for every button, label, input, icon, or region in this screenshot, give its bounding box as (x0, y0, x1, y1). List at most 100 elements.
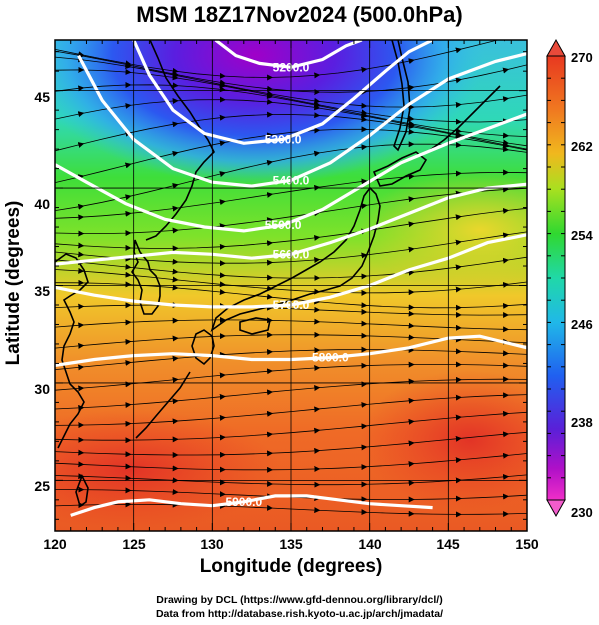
wind-arrow (266, 191, 274, 198)
y-tick-label: 45 (34, 89, 50, 105)
wind-arrow (408, 84, 415, 91)
wind-arrow (266, 217, 274, 224)
colorbar-tick-label: 238 (571, 415, 593, 430)
colorbar-max-arrow (546, 38, 566, 57)
x-axis-tick-labels: 120 125 130 135 140 145 150 (43, 536, 539, 552)
wind-arrow (502, 40, 510, 42)
wind-arrow (172, 121, 179, 128)
wind-arrow (125, 210, 132, 217)
wind-arrow (219, 288, 226, 295)
wind-arrow (408, 196, 415, 203)
wind-arrow (502, 146, 510, 153)
y-tick-label: 25 (34, 478, 50, 494)
wind-arrow (77, 203, 85, 210)
wind-arrow (502, 257, 510, 264)
wind-arrow (313, 150, 321, 157)
y-tick-label: 35 (34, 283, 50, 299)
wind-arrow (455, 47, 462, 54)
coastline-sakhalin (391, 40, 411, 152)
contour-line (55, 334, 527, 367)
colorbar-tick-labels: 270 262 254 246 238 230 (571, 50, 593, 520)
wind-arrow (455, 435, 462, 442)
wind-arrow (313, 101, 321, 107)
coastline-taiwan (75, 474, 89, 508)
data-source-credit: Data from http://database.rish.kyoto-u.a… (155, 608, 444, 620)
wind-arrow (361, 109, 368, 116)
wind-arrow (172, 205, 179, 212)
contour-line (132, 40, 434, 145)
coastline-kyushu (191, 329, 215, 366)
x-axis-label: Longitude (degrees) (199, 556, 383, 577)
wind-arrow (219, 199, 226, 206)
wind-arrow (408, 115, 415, 122)
wind-arrow (502, 207, 510, 214)
wind-arrow (313, 234, 321, 241)
wind-arrow (408, 418, 415, 425)
wind-arrow (502, 232, 510, 239)
x-tick-label: 140 (358, 536, 382, 552)
wind-arrow (77, 142, 85, 148)
wind-arrow (77, 51, 85, 58)
wind-arrow (124, 194, 132, 201)
wind-arrow (125, 263, 132, 270)
wind-arrow (124, 162, 132, 169)
wind-arrow (266, 132, 274, 139)
y-axis-label: Latitude (degrees) (3, 200, 24, 366)
wind-arrow (219, 223, 226, 230)
wind-arrow (219, 140, 226, 147)
wind-arrow (361, 203, 368, 210)
wind-arrow (172, 150, 179, 157)
coastline-kuril (429, 85, 501, 151)
x-tick-label: 120 (43, 536, 67, 552)
wind-arrow (361, 401, 368, 408)
colorbar-tick-label: 254 (571, 228, 593, 243)
wind-arrow (172, 70, 179, 77)
coastline-china-coast (55, 253, 89, 449)
lat-lon-grid (55, 40, 527, 531)
x-tick-label: 150 (515, 536, 539, 552)
y-tick-label: 30 (34, 381, 50, 397)
y-axis-tick-labels: 25 30 35 40 45 (34, 89, 50, 494)
wind-arrow (125, 102, 132, 109)
wind-arrow (455, 77, 462, 84)
wind-arrow (408, 246, 415, 253)
wind-arrow (455, 239, 462, 246)
contour-label: 5800.0 (312, 351, 349, 365)
colorbar-tick-label: 246 (571, 317, 593, 332)
map-title: MSM 18Z17Nov2024 (500.0hPa) (136, 2, 463, 27)
colorbar: 270 262 254 246 238 230 (546, 38, 593, 520)
wind-arrow (313, 97, 321, 104)
wind-arrow (266, 90, 274, 97)
drawing-credit: Drawing by DCL (https://www.gfd-dennou.o… (156, 594, 443, 606)
wind-arrow (408, 440, 415, 447)
colorbar-tick-label: 270 (571, 50, 593, 65)
wind-arrow (502, 67, 510, 74)
wind-arrow (78, 364, 85, 371)
wind-arrow (502, 452, 510, 459)
wind-arrow (266, 85, 274, 92)
wind-arrow (502, 281, 510, 288)
wind-arrow (408, 269, 415, 276)
wind-arrow (455, 264, 462, 271)
wind-arrow (219, 86, 226, 93)
x-tick-label: 130 (200, 536, 224, 552)
wind-arrow (455, 190, 462, 197)
wind-arrow (455, 127, 462, 134)
contour-label: 5300.0 (265, 132, 302, 146)
colorbar-tick-label: 262 (571, 139, 593, 154)
wind-arrow (455, 131, 462, 138)
x-tick-label: 145 (436, 536, 460, 552)
wind-arrow (455, 214, 462, 221)
wind-arrow (77, 111, 85, 118)
wind-arrow (361, 144, 368, 151)
wind-arrow (219, 79, 226, 86)
wind-arrow (266, 293, 274, 300)
x-tick-label: 135 (279, 536, 303, 552)
y-tick-label: 40 (34, 196, 50, 212)
coastline-ryukyu (135, 371, 191, 439)
wind-arrow (78, 85, 85, 92)
axis-ticks (54, 40, 528, 531)
wind-arrow (408, 58, 415, 65)
wind-arrow (314, 427, 321, 434)
